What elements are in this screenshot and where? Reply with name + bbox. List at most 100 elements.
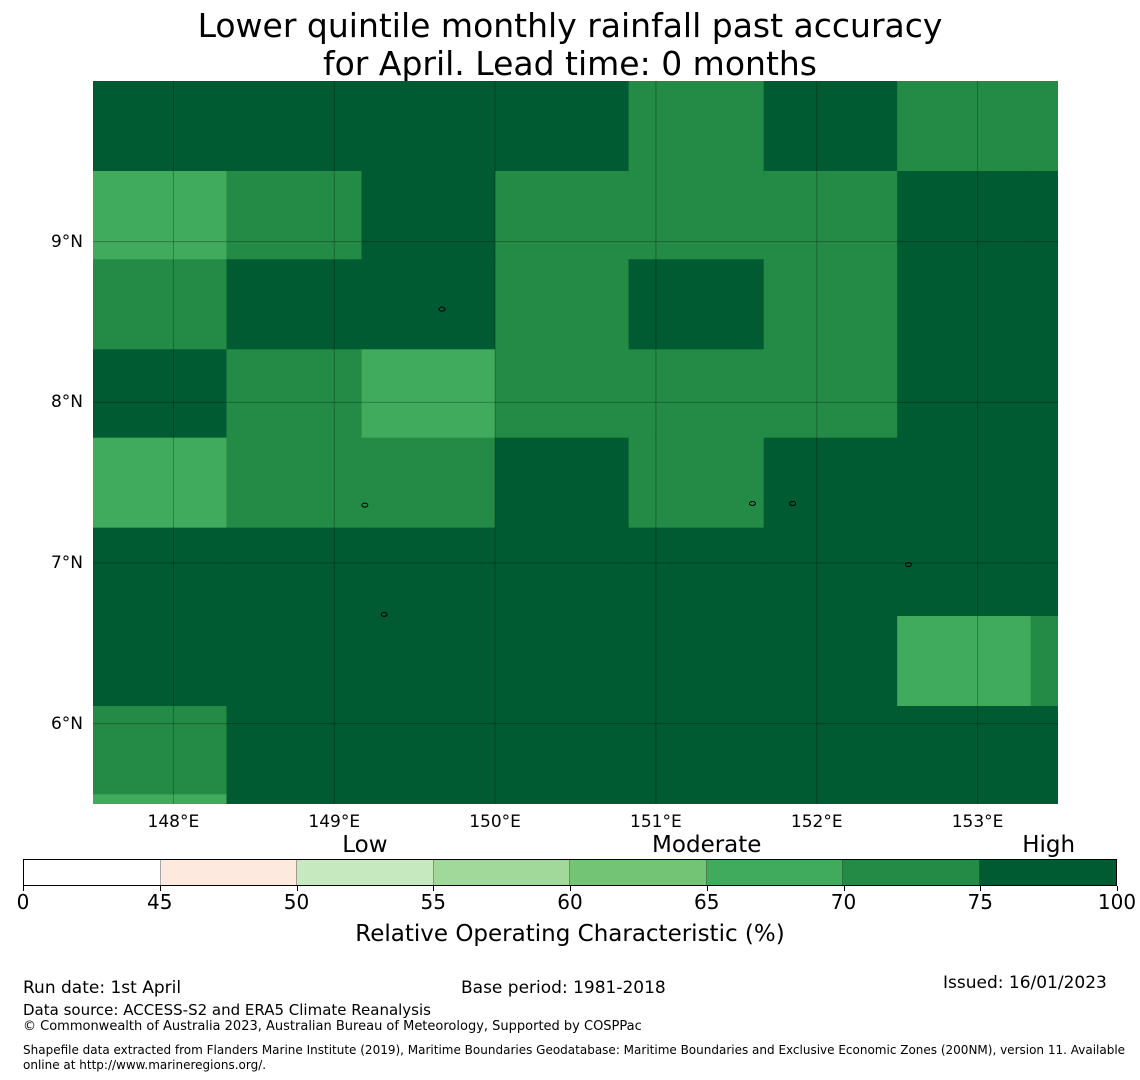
accuracy-category-label: Low <box>342 832 388 858</box>
grid-cell <box>763 81 898 172</box>
colorbar-tick <box>1117 886 1118 891</box>
map-canvas <box>93 81 1058 804</box>
grid-cell <box>763 705 898 795</box>
longitude-tick-label: 148°E <box>147 812 200 832</box>
grid-cell <box>628 794 765 804</box>
colorbar-tick <box>706 886 708 891</box>
grid-cell <box>495 349 630 439</box>
colorbar-segment <box>24 860 161 885</box>
grid-cell <box>93 527 227 617</box>
grid-cell <box>93 794 227 804</box>
grid-cell <box>1030 170 1058 260</box>
grid-cell <box>93 349 227 439</box>
grid-cell <box>1030 527 1058 617</box>
grid-cell <box>226 259 363 350</box>
grid-cell <box>628 437 765 529</box>
colorbar-tick <box>843 886 845 891</box>
accuracy-category-label: High <box>1022 832 1076 858</box>
colorbar-tick <box>980 886 982 891</box>
grid-cell <box>495 259 630 350</box>
colorbar-tick-label: 100 <box>1097 890 1137 914</box>
grid-cell <box>628 259 765 350</box>
grid-cell <box>93 616 227 707</box>
island-outline <box>748 501 756 507</box>
grid-cell <box>93 259 227 350</box>
longitude-tick-label: 151°E <box>630 812 682 832</box>
grid-cell <box>226 437 363 529</box>
grid-cell <box>495 616 630 707</box>
grid-cell <box>1030 616 1058 707</box>
grid-cell <box>897 527 1032 617</box>
grid-cell <box>495 527 630 617</box>
colorbar-tick-label: 65 <box>694 890 720 914</box>
colorbar-tick-label: 45 <box>147 890 173 914</box>
issued-date: Issued: 16/01/2023 <box>943 973 1107 993</box>
colorbar-tick <box>570 886 571 891</box>
latitude-tick-label: 7°N <box>50 553 83 573</box>
grid-cell <box>897 170 1032 260</box>
grid-cell <box>495 170 630 260</box>
grid-cell <box>226 81 363 172</box>
island-outline <box>438 306 446 312</box>
colorbar-tick-label: 55 <box>420 890 446 914</box>
colorbar-segment <box>160 860 297 885</box>
base-period: Base period: 1981-2018 <box>461 978 666 998</box>
colorbar-segment <box>433 860 570 885</box>
grid-cell <box>628 527 765 617</box>
latitude-tick-label: 8°N <box>50 392 83 413</box>
shapefile-credit-line2: online at http://www.marineregions.org/. <box>23 1058 267 1072</box>
shapefile-credit-line1: Shapefile data extracted from Flanders M… <box>23 1043 1126 1057</box>
grid-cell <box>1030 794 1058 804</box>
latitude-tick-label: 9°N <box>50 231 83 252</box>
colorbar-tick <box>296 886 298 891</box>
grid-cell <box>897 81 1032 172</box>
colorbar-tick-label: 70 <box>830 890 857 914</box>
grid-cell <box>763 794 898 804</box>
grid-cell <box>763 616 898 707</box>
grid-cell <box>361 794 496 804</box>
grid-cell <box>361 705 496 795</box>
island-outline <box>380 611 388 617</box>
grid-cell <box>628 705 765 795</box>
colorbar-tick-label: 50 <box>283 890 310 914</box>
grid-cell <box>226 170 363 260</box>
run-date: Run date: 1st April <box>23 978 182 998</box>
grid-cell <box>763 259 898 350</box>
grid-cell <box>226 616 363 707</box>
grid-cell <box>628 81 765 172</box>
accuracy-category-label: Moderate <box>652 832 762 858</box>
grid-cell <box>763 527 898 617</box>
colorbar-segment <box>297 860 434 885</box>
grid-cell <box>897 794 1032 804</box>
grid-cell <box>1030 349 1058 439</box>
map-title-line1: Lower quintile monthly rainfall past acc… <box>197 6 943 45</box>
grid-cell <box>495 705 630 795</box>
colorbar-label: Relative Operating Characteristic (%) <box>355 921 785 947</box>
grid-cell <box>93 170 227 260</box>
grid-cell <box>763 437 898 529</box>
grid-cell <box>93 437 227 529</box>
grid-cell <box>226 527 363 617</box>
colorbar-tick <box>433 886 435 891</box>
grid-cell <box>897 349 1032 439</box>
colorbar-segment <box>979 860 1116 885</box>
grid-cell <box>361 170 496 260</box>
grid-cell <box>361 616 496 707</box>
grid-cell <box>226 794 363 804</box>
grid-cell <box>897 437 1032 529</box>
grid-cell <box>361 259 496 350</box>
grid-cell <box>763 349 898 439</box>
copyright-notice: © Commonwealth of Australia 2023, Austra… <box>23 1019 642 1034</box>
grid-cell <box>226 705 363 795</box>
latitude-tick-label: 6°N <box>50 713 83 734</box>
grid-cell <box>1030 81 1058 172</box>
grid-cell <box>93 705 227 795</box>
grid-cell <box>93 81 227 172</box>
island-outline <box>904 562 912 568</box>
grid-cell <box>628 349 765 439</box>
grid-cell <box>361 437 496 529</box>
grid-cell <box>1030 259 1058 350</box>
longitude-tick-label: 152°E <box>790 812 843 832</box>
data-source: Data source: ACCESS-S2 and ERA5 Climate … <box>23 1001 431 1019</box>
colorbar-segment <box>843 860 980 885</box>
